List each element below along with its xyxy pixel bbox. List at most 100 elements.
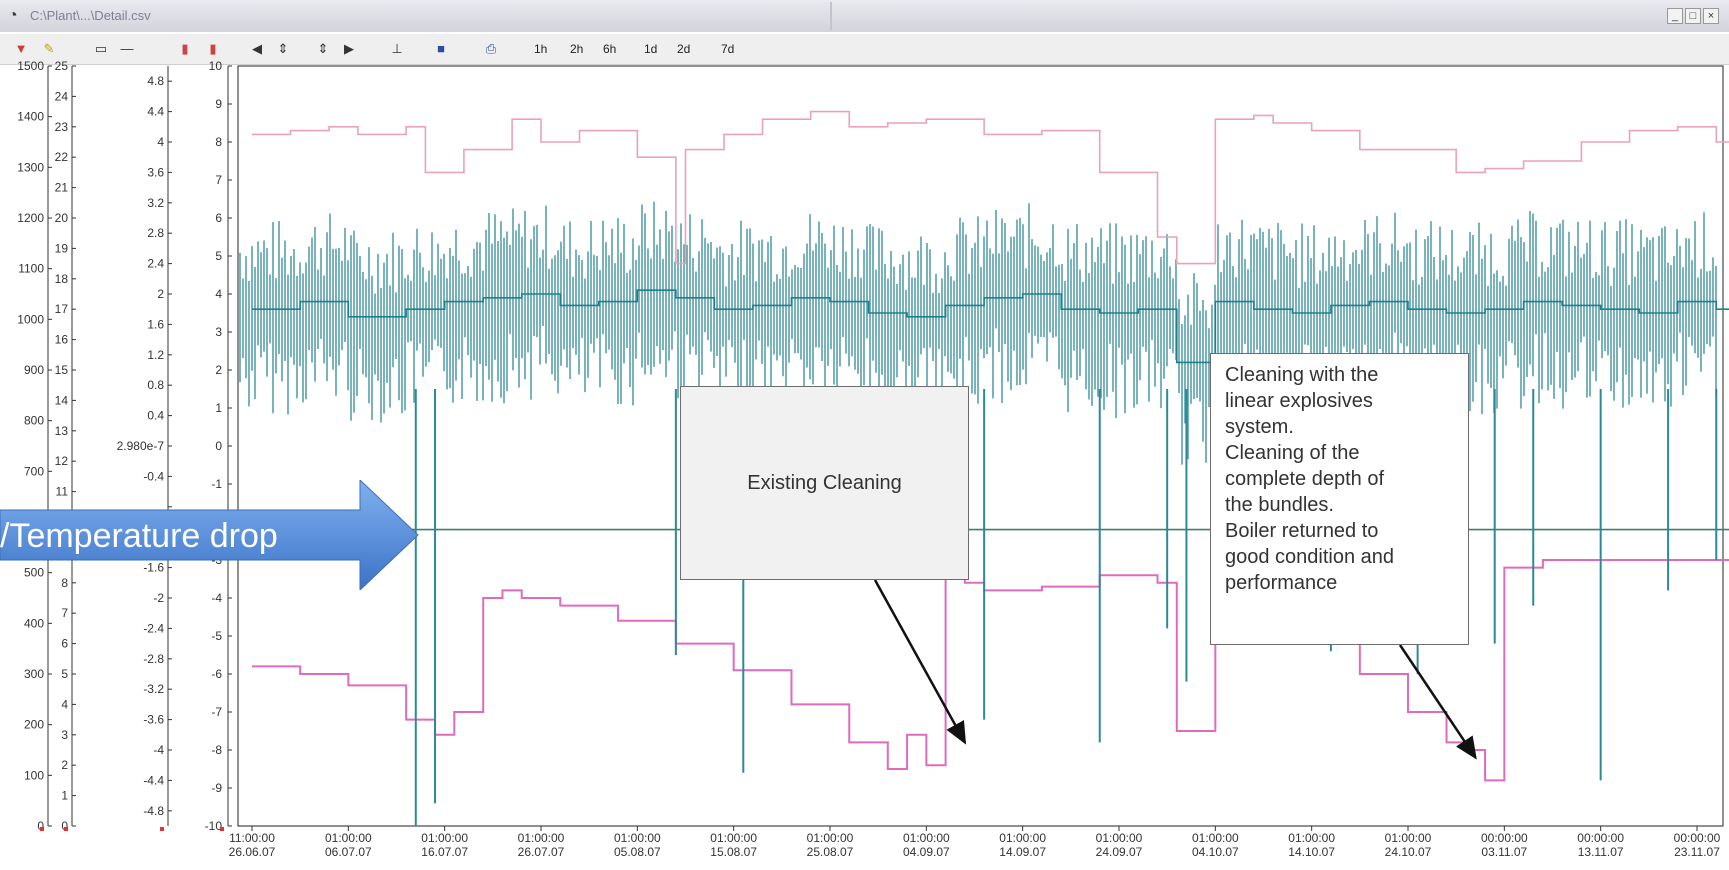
- minimize-button[interactable]: _: [1667, 8, 1683, 24]
- y3-tick-label: 3.6: [147, 165, 164, 179]
- window-titlebar: ◔ C:\Plant\...\Detail.csv _ □ ×: [0, 0, 1729, 32]
- callout-line: system.: [1225, 416, 1294, 438]
- scroll-updown-icon[interactable]: ⇕: [277, 41, 289, 56]
- teal-noise-band: [239, 201, 1717, 465]
- titlebar-divider: [830, 2, 832, 30]
- annotation-arrow: [1398, 644, 1477, 760]
- y1-tick-label: 1000: [17, 312, 44, 326]
- y2-tick-label: 1: [61, 789, 68, 803]
- y3-tick-label: -4.4: [143, 773, 164, 787]
- x-tick-time: 01:00:00: [710, 831, 757, 845]
- range-6h-button[interactable]: 6h: [603, 42, 617, 56]
- window-title: C:\Plant\...\Detail.csv: [30, 8, 151, 23]
- y3-tick-label: 0.8: [147, 378, 164, 392]
- zoom-updown-icon[interactable]: ⇕: [317, 41, 329, 56]
- y4-tick-label: 3: [215, 325, 222, 339]
- x-tick-time: 01:00:00: [1096, 831, 1143, 845]
- x-tick-date: 15.08.07: [710, 845, 757, 859]
- y3-tick-label: -2.4: [143, 621, 164, 635]
- x-tick-date: 24.10.07: [1385, 845, 1432, 859]
- y2-tick-label: 20: [55, 211, 69, 225]
- y3-tick-label: 4: [157, 135, 164, 149]
- alarm-icon[interactable]: ▼: [14, 41, 28, 56]
- x-tick-time: 01:00:00: [807, 831, 854, 845]
- y2-tick-label: 14: [55, 393, 69, 407]
- callout-line: Cleaning of the: [1225, 442, 1360, 464]
- app-icon: ◔: [8, 7, 18, 24]
- y4-tick-label: 7: [215, 173, 222, 187]
- y2-tick-label: 15: [55, 363, 69, 377]
- range-1h-button[interactable]: 1h: [534, 42, 548, 56]
- y3-tick-label: -3.2: [143, 682, 164, 696]
- y3-tick-label: -2.8: [143, 652, 164, 666]
- x-tick-time: 11:00:00: [229, 831, 275, 845]
- print-icon[interactable]: ⎙: [485, 41, 497, 56]
- y2-tick-label: 8: [61, 576, 68, 590]
- y3-tick-label: 2: [157, 287, 164, 301]
- callout-line: Cleaning with the: [1225, 364, 1379, 386]
- existing-cleaning-callout: Existing Cleaning: [680, 386, 969, 580]
- x-tick-time: 01:00:00: [1192, 831, 1239, 845]
- x-tick-date: 14.09.07: [999, 845, 1046, 859]
- save-icon[interactable]: ■: [437, 41, 445, 56]
- x-tick-date: 25.08.07: [807, 845, 854, 859]
- y4-tick-label: -5: [211, 629, 222, 643]
- y3-tick-label: 1.2: [147, 348, 164, 362]
- y2-tick-label: 4: [61, 697, 68, 711]
- y1-tick-label: 200: [24, 718, 44, 732]
- series-line-2: [252, 289, 1729, 364]
- y2-tick-label: 3: [61, 728, 68, 742]
- y4-tick-label: -9: [211, 781, 222, 795]
- y3-tick-label: -4.8: [143, 804, 164, 818]
- series-line-0: [252, 110, 1729, 265]
- y1-tick-label: 100: [24, 768, 44, 782]
- step-back-icon[interactable]: ◀: [252, 41, 262, 56]
- y3-tick-label: 2.980e-7: [117, 439, 165, 453]
- y2-tick-label: 7: [61, 606, 68, 620]
- window-icon[interactable]: ▭: [94, 41, 108, 56]
- marker-a-icon[interactable]: ▮: [181, 41, 189, 56]
- y4-tick-label: 9: [215, 97, 222, 111]
- existing-cleaning-text: Existing Cleaning: [747, 471, 902, 494]
- callout-line: the bundles.: [1225, 494, 1334, 516]
- y1-tick-label: 900: [24, 363, 44, 377]
- x-tick-date: 04.09.07: [903, 845, 950, 859]
- x-tick-time: 01:00:00: [1288, 831, 1335, 845]
- x-tick-time: 01:00:00: [903, 831, 950, 845]
- edit-icon[interactable]: ✎: [43, 41, 55, 56]
- y1-tick-label: 1200: [17, 211, 44, 225]
- x-tick-time: 01:00:00: [999, 831, 1046, 845]
- ruler-icon[interactable]: ⊥: [391, 41, 403, 56]
- range-7d-button[interactable]: 7d: [721, 42, 735, 56]
- y1-tick-label: 1400: [17, 110, 44, 124]
- range-1d-button[interactable]: 1d: [644, 42, 658, 56]
- window-controls: _ □ ×: [1667, 8, 1719, 24]
- y2-tick-label: 23: [55, 120, 69, 134]
- y4-axis-marker: [220, 827, 224, 831]
- y1-tick-label: 500: [24, 566, 44, 580]
- y4-tick-label: 5: [215, 249, 222, 263]
- maximize-button[interactable]: □: [1685, 8, 1701, 24]
- y3-tick-label: -0.4: [143, 469, 164, 483]
- y3-tick-label: 2.4: [147, 257, 164, 271]
- y4-tick-label: -8: [211, 743, 222, 757]
- linear-explosives-callout: Cleaning with the linear explosives syst…: [1210, 353, 1469, 645]
- range-2h-button[interactable]: 2h: [570, 42, 584, 56]
- x-tick-time: 01:00:00: [518, 831, 565, 845]
- callout-line: complete depth of: [1225, 468, 1384, 490]
- y3-tick-label: -1.6: [143, 561, 164, 575]
- x-tick-time: 00:00:00: [1674, 831, 1721, 845]
- step-forward-icon[interactable]: ▶: [344, 41, 354, 56]
- callout-line: linear explosives: [1225, 390, 1373, 412]
- toolbar: ▼ ✎ ▭ — ▮ ▮ ◀ ⇕ ⇕ ▶ ⊥ ■ ⎙ 1h 2h 6h 1d 2d…: [0, 34, 1729, 65]
- y2-tick-label: 24: [55, 89, 69, 103]
- x-tick-date: 04.10.07: [1192, 845, 1239, 859]
- annotation-arrow: [873, 579, 967, 745]
- minus-icon[interactable]: —: [120, 41, 134, 56]
- y1-axis-marker: [40, 827, 44, 831]
- x-tick-time: 00:00:00: [1577, 831, 1624, 845]
- close-button[interactable]: ×: [1703, 8, 1719, 24]
- marker-b-icon[interactable]: ▮: [209, 41, 217, 56]
- range-2d-button[interactable]: 2d: [677, 42, 691, 56]
